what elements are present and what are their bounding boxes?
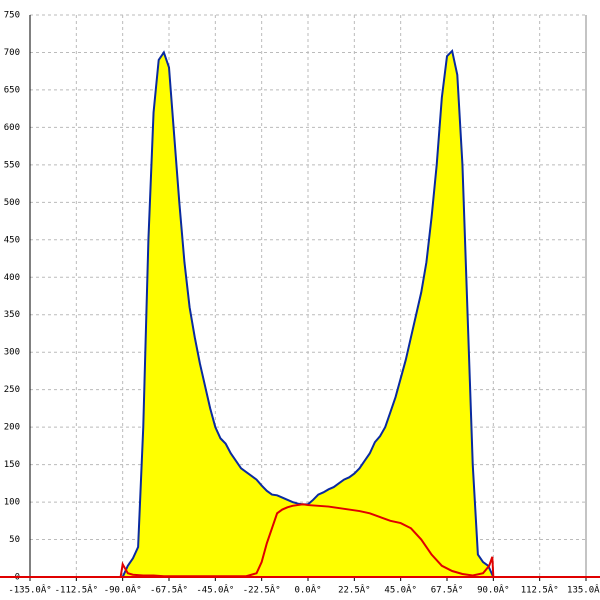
x-tick-label: 45.0Â°: [384, 584, 417, 596]
y-tick-label: 650: [4, 85, 20, 95]
y-tick-label: 200: [4, 423, 20, 433]
x-tick-label: -67.5Â°: [150, 584, 188, 596]
y-tick-label: 450: [4, 235, 20, 245]
x-tick-label: 67.5Â°: [431, 584, 464, 596]
y-tick-label: 50: [9, 535, 20, 545]
x-tick-label: -22.5Â°: [243, 584, 281, 596]
y-tick-label: 750: [4, 11, 20, 21]
y-tick-label: 400: [4, 273, 20, 283]
x-tick-label: 135.0Â°: [567, 584, 600, 596]
x-tick-label: -45.0Â°: [196, 584, 234, 596]
x-tick-label: 112.5Â°: [521, 584, 559, 596]
x-tick-label: 22.5Â°: [338, 584, 371, 596]
x-tick-label: -90.0Â°: [104, 584, 142, 596]
y-tick-label: 300: [4, 348, 20, 358]
y-tick-label: 350: [4, 310, 20, 320]
area: [121, 48, 495, 578]
x-tick-label: 0.0Â°: [294, 584, 321, 596]
x-tick-label: 90.0Â°: [477, 584, 510, 596]
y-tick-label: 100: [4, 498, 20, 508]
x-tick-label: -135.0Â°: [8, 584, 51, 596]
x-tick-label: -112.5Â°: [55, 584, 98, 596]
y-tick-label: 150: [4, 460, 20, 470]
y-tick-label: 550: [4, 160, 20, 170]
y-tick-label: 500: [4, 198, 20, 208]
y-tick-label: 600: [4, 123, 20, 133]
y-tick-label: 700: [4, 48, 20, 58]
y-tick-label: 250: [4, 385, 20, 395]
